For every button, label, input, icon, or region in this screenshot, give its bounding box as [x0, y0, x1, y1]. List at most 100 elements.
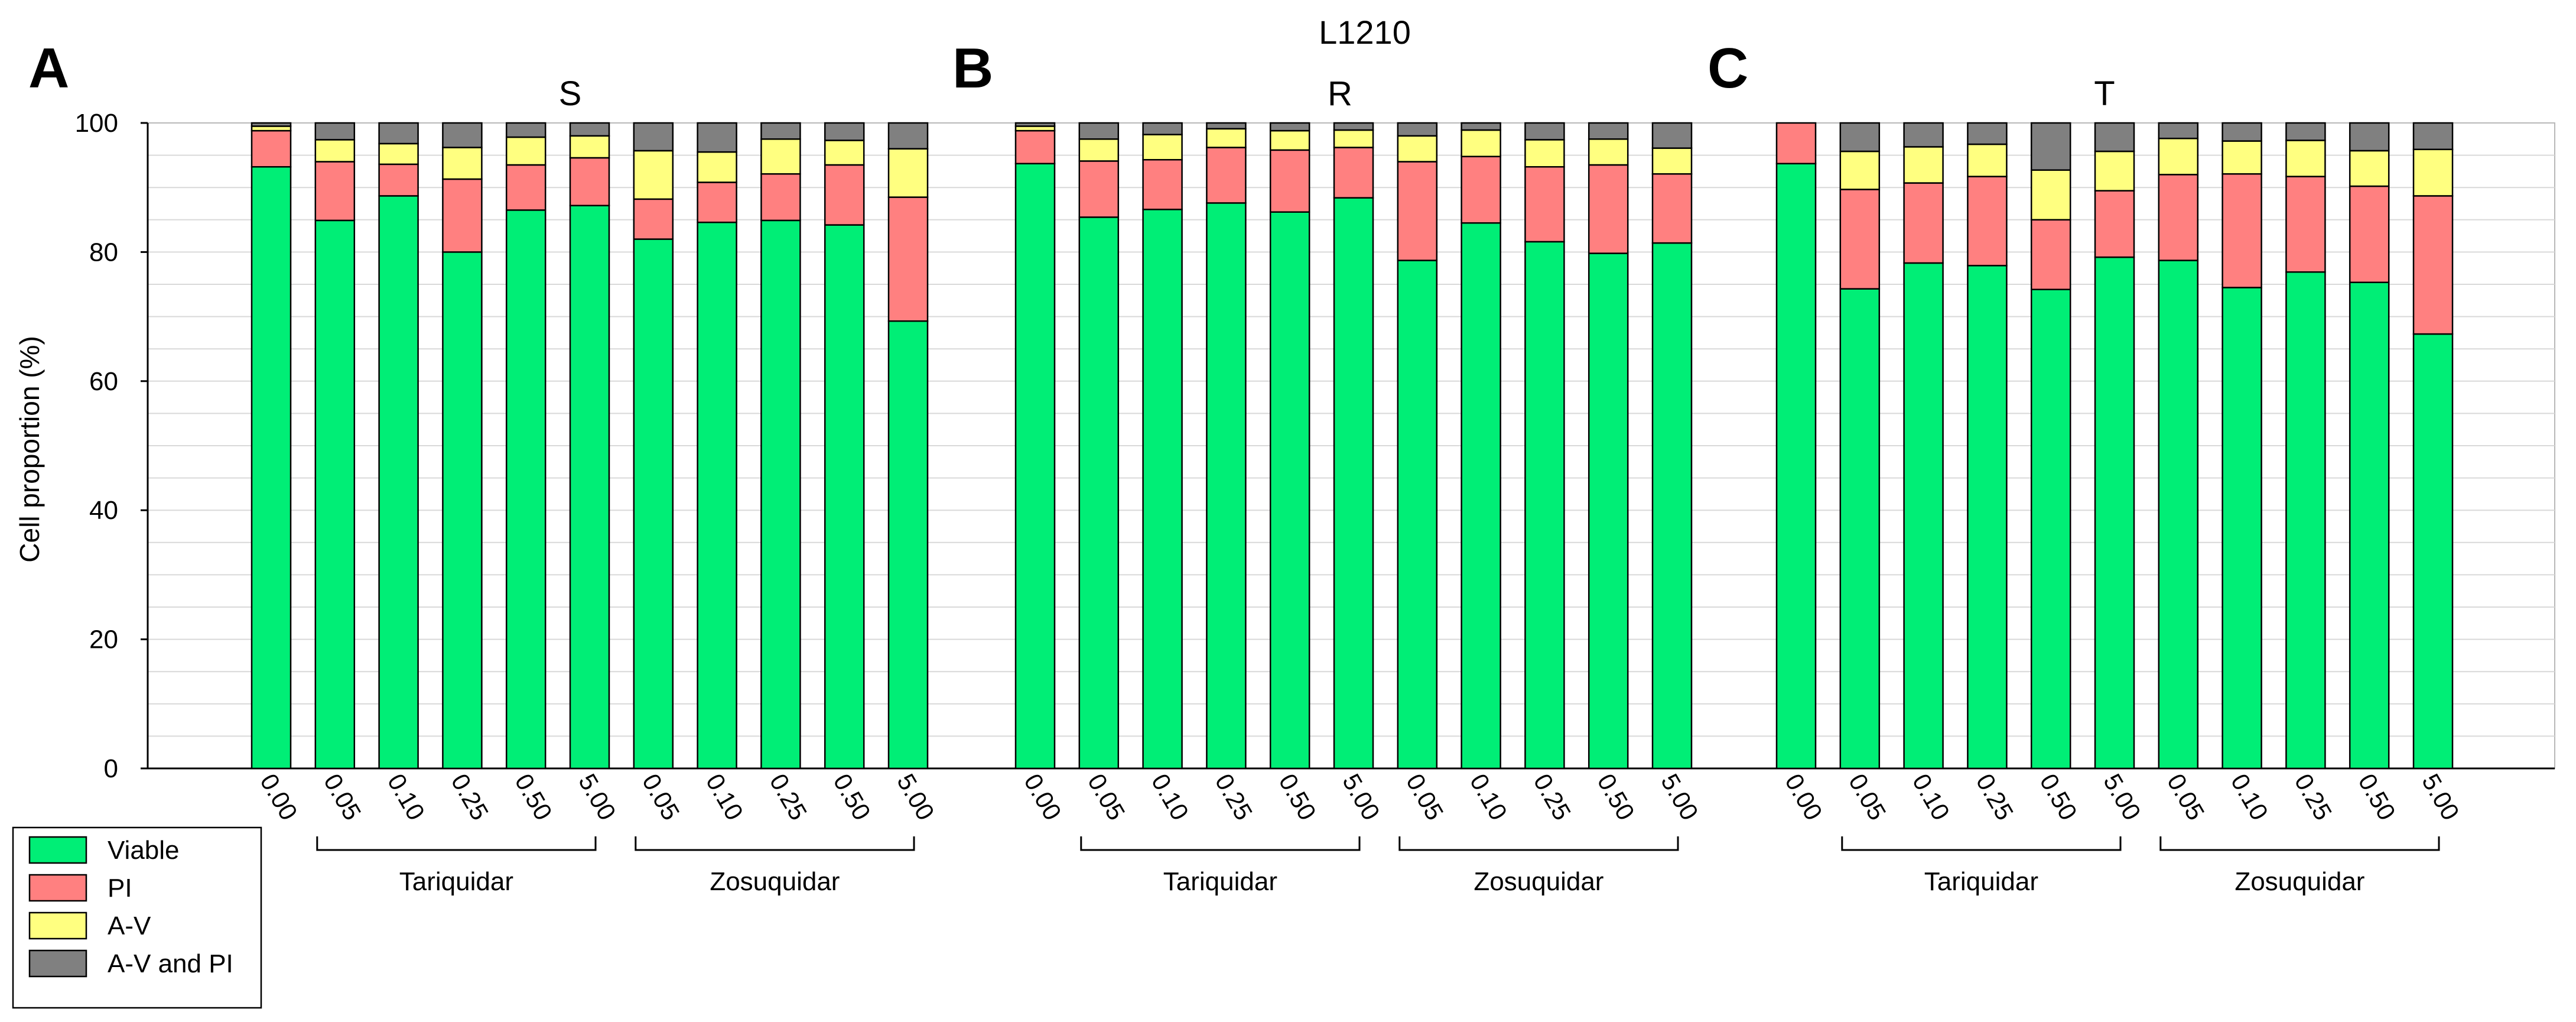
bar-segment-viable [1397, 259, 1438, 770]
x-tick-label: 0.00 [255, 769, 303, 825]
group-label: Zosuquidar [710, 867, 840, 896]
bar-segment-a-v [2412, 148, 2454, 197]
group-label: Tariquidar [1924, 867, 2038, 896]
bar-segment-pi [1524, 166, 1565, 243]
bar-segment-pi [1333, 147, 1374, 199]
bar-segment-pi [1461, 155, 1501, 224]
bar-segment-pi [1269, 149, 1310, 213]
bar-segment-a-v-and-pi [1524, 122, 1565, 141]
x-tick-label: 0.00 [1019, 769, 1067, 825]
bar-segment-a-v [697, 151, 737, 183]
bar-segment-a-v [2222, 140, 2262, 175]
x-tick-label: 5.00 [892, 769, 940, 825]
bar-segment-a-v-and-pi [1333, 122, 1374, 131]
bar-segment-viable [442, 251, 483, 770]
bar-segment-a-v-and-pi [442, 122, 483, 148]
bar-segment-viable [2285, 271, 2326, 770]
chart-legend: Viable PI A-V A-V and PI [12, 826, 262, 1009]
bar-segment-pi [697, 181, 737, 223]
bar-segment-pi [1903, 182, 1944, 264]
bar-segment-viable [251, 166, 292, 770]
legend-label: PI [108, 874, 132, 903]
bar-segment-a-v-and-pi [251, 122, 292, 127]
bar-segment-pi [887, 196, 929, 322]
panel-a: A S 0.00 0.05 0.10 0.25 0.50 5.00 0.05 0.10 0.25 0.… [28, 37, 940, 896]
y-tick-label: 40 [89, 496, 118, 525]
bar-segment-viable [1775, 163, 1817, 770]
bar-segment-pi [505, 164, 547, 211]
bar-segment-viable [1967, 265, 2008, 770]
bar-segment-a-v-and-pi [2222, 122, 2262, 142]
y-tick-label: 0 [104, 754, 118, 783]
bar-segment-a-v [569, 135, 610, 159]
group-bracket [1841, 836, 2122, 851]
bar-segment-pi [1839, 189, 1881, 290]
x-tick-label: 0.25 [1210, 769, 1258, 825]
bar-segment-a-v [1651, 147, 1693, 175]
bar-segment-a-v [2158, 137, 2199, 176]
bar-segment-a-v [1269, 129, 1310, 151]
x-tick-label: 0.50 [828, 769, 876, 825]
x-tick-label: 0.10 [1907, 769, 1956, 825]
bar-segment-a-v [824, 139, 865, 166]
bar-segment-viable [1461, 222, 1501, 770]
x-tick-label: 0.10 [1146, 769, 1195, 825]
x-tick-label: 5.00 [1655, 769, 1704, 825]
x-tick-label: 0.50 [1273, 769, 1322, 825]
bar-segment-viable [569, 205, 610, 770]
bar-segment-pi [824, 164, 865, 226]
bar-segment-viable [2030, 288, 2071, 770]
bar-segment-a-v-and-pi [824, 122, 865, 141]
bar-segment-a-v [2285, 139, 2326, 177]
bar-segment-a-v-and-pi [314, 122, 356, 141]
bar-segment-a-v-and-pi [760, 122, 801, 140]
y-tick-label: 20 [89, 625, 118, 654]
panel-letter: B [952, 37, 993, 100]
bar-segment-a-v [1461, 129, 1501, 158]
panel-subtitle: S [559, 74, 582, 113]
x-tick-label: 0.10 [701, 769, 749, 825]
bar-segment-a-v-and-pi [1078, 122, 1120, 140]
bar-segment-pi [2349, 185, 2390, 283]
bar-segment-a-v-and-pi [2158, 122, 2199, 139]
bar-segment-pi [633, 198, 674, 240]
bar-segment-pi [1967, 176, 2008, 267]
bar-segment-a-v [887, 148, 929, 198]
bar-segment-a-v-and-pi [1903, 122, 1944, 148]
bar-segment-a-v [1588, 138, 1629, 166]
bar-segment-a-v-and-pi [1588, 122, 1629, 140]
bar-segment-viable [1651, 242, 1693, 770]
bar-segment-a-v-and-pi [1461, 122, 1501, 131]
group-bracket [316, 836, 597, 851]
bar-segment-viable [1078, 216, 1120, 770]
bar-segment-a-v [378, 142, 419, 166]
bar-segment-viable [1014, 163, 1056, 770]
group-bracket [1080, 836, 1361, 851]
y-tick-label: 60 [89, 367, 118, 396]
x-tick-label: 5.00 [2416, 769, 2465, 825]
bar-segment-viable [824, 224, 865, 770]
group-label: Zosuquidar [2235, 867, 2364, 896]
panel-subtitle: T [2094, 74, 2115, 113]
bar-segment-viable [887, 320, 929, 770]
bar-segment-viable [1839, 288, 1881, 770]
legend-label: Viable [108, 836, 180, 865]
chart-title: L1210 [1319, 14, 1411, 51]
x-tick-label: 0.50 [2034, 769, 2083, 825]
group-label: Zosuquidar [1474, 867, 1604, 896]
bar-segment-a-v [1839, 150, 1881, 190]
bar-segment-viable [633, 238, 674, 770]
bar-segment-a-v [1524, 139, 1565, 168]
x-tick-label: 0.05 [637, 769, 685, 825]
group-bracket [1398, 836, 1679, 851]
bar-segment-viable [1903, 262, 1944, 770]
x-tick-label: 0.00 [1780, 769, 1828, 825]
bar-segment-a-v [760, 138, 801, 175]
bar-segment-viable [2412, 333, 2454, 770]
x-tick-label: 0.50 [1592, 769, 1640, 825]
bar-segment-viable [1269, 211, 1310, 770]
bar-segment-a-v-and-pi [2412, 122, 2454, 151]
legend-label: A-V [108, 911, 151, 940]
x-tick-label: 5.00 [2098, 769, 2146, 825]
legend-swatch [28, 874, 87, 902]
